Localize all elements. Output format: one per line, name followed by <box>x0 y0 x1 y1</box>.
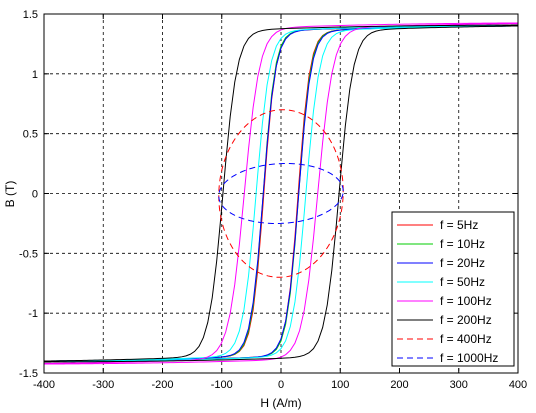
series-line-f-400hz <box>218 109 344 278</box>
legend-label: f = 50Hz <box>440 275 485 289</box>
grid <box>44 14 518 373</box>
legend-label: f = 400Hz <box>440 332 492 346</box>
x-tick-labels: -400 -300 -200 -100 0 100 200 300 400 <box>33 379 527 391</box>
x-tick-label: -400 <box>33 379 55 391</box>
series-line-f-1000hz <box>218 162 344 225</box>
x-tick-label: 200 <box>390 379 408 391</box>
series-line-f-50hz <box>44 25 518 362</box>
legend: f = 5Hz f = 10Hz f = 20Hz f = 50Hz f = 100Hz… <box>391 211 515 367</box>
legend-label: f = 200Hz <box>440 313 492 327</box>
y-tick-label: -1.5 <box>19 368 38 380</box>
y-axis-label: B (T) <box>3 181 17 208</box>
series-line-f-200hz <box>44 24 518 363</box>
legend-label: f = 10Hz <box>440 237 485 251</box>
legend-label: f = 5Hz <box>440 218 478 232</box>
y-tick-label: 0 <box>32 189 38 201</box>
legend-label: f = 20Hz <box>440 256 485 270</box>
y-tick-label: 1.5 <box>23 9 38 21</box>
y-tick-label: -0.5 <box>19 248 38 260</box>
x-tick-label: 300 <box>450 379 468 391</box>
legend-label: f = 1000Hz <box>440 351 498 365</box>
x-tick-label: 400 <box>509 379 527 391</box>
curves <box>44 22 518 365</box>
y-tick-label: -1 <box>28 308 38 320</box>
x-tick-label: 100 <box>331 379 349 391</box>
y-tick-label: 0.5 <box>23 129 38 141</box>
x-tick-label: -100 <box>211 379 233 391</box>
y-tick-label: 1 <box>32 69 38 81</box>
x-tick-label: 0 <box>278 379 284 391</box>
x-axis-label: H (A/m) <box>260 396 301 410</box>
y-tick-labels: -1.5 -1 -0.5 0 0.5 1 1.5 <box>19 9 38 380</box>
x-tick-label: -200 <box>151 379 173 391</box>
legend-box <box>391 211 515 367</box>
legend-label: f = 100Hz <box>440 294 492 308</box>
x-tick-label: -300 <box>92 379 114 391</box>
